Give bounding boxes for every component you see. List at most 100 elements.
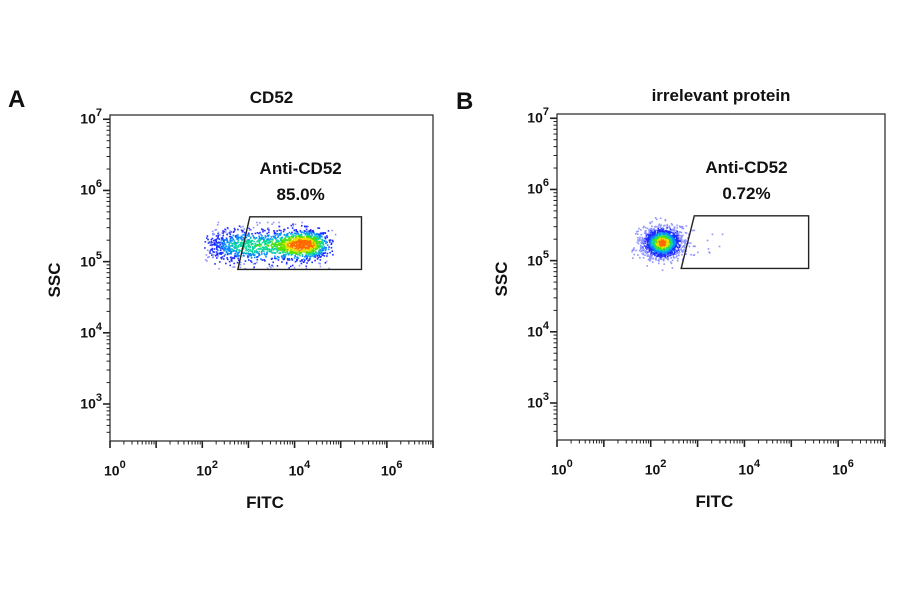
event-dot	[674, 249, 677, 251]
event-dot	[307, 254, 310, 257]
event-dot	[301, 255, 304, 258]
gate-percent: 0.72%	[722, 184, 771, 203]
event-dot	[316, 247, 318, 250]
event-dot	[310, 247, 312, 250]
event-dot	[676, 241, 679, 244]
event-dot	[661, 250, 664, 252]
event-dot	[306, 234, 308, 236]
event-dot	[645, 252, 648, 255]
event-dot	[221, 238, 224, 240]
event-dot	[239, 263, 242, 266]
event-dot	[284, 248, 287, 251]
event-dot	[676, 245, 678, 248]
event-dot	[236, 247, 238, 250]
event-dot	[217, 231, 220, 234]
event-dot	[276, 265, 279, 267]
event-dot	[666, 246, 669, 248]
event-dot	[268, 249, 271, 252]
event-dot	[310, 249, 313, 252]
event-dot	[229, 264, 232, 267]
event-dot	[307, 255, 309, 258]
event-dot	[644, 240, 646, 243]
event-dot	[664, 250, 667, 252]
event-dot	[632, 249, 635, 251]
event-dot	[323, 247, 325, 249]
event-dot	[673, 247, 676, 249]
event-dot	[649, 232, 651, 234]
event-dot	[223, 246, 226, 249]
event-dot	[266, 221, 269, 224]
event-dot	[258, 243, 261, 246]
event-dot	[645, 230, 647, 232]
y-tick-label: 104	[80, 320, 102, 341]
event-dot	[693, 254, 696, 256]
gate-polygon[interactable]	[236, 216, 363, 271]
event-dot	[656, 250, 658, 253]
event-dot	[647, 243, 650, 246]
event-dot	[639, 248, 642, 251]
event-dot	[205, 237, 208, 239]
event-dot	[304, 239, 306, 242]
event-dot	[291, 227, 294, 229]
event-dot	[316, 255, 319, 257]
event-dot	[280, 229, 282, 232]
event-dot	[237, 252, 239, 254]
gate-polygon[interactable]	[680, 215, 810, 270]
event-dot	[680, 238, 683, 241]
event-dot	[665, 227, 668, 230]
event-dot	[233, 241, 236, 244]
event-dot	[215, 251, 218, 253]
event-dot	[290, 257, 293, 260]
event-dot	[301, 246, 304, 248]
event-dot	[657, 227, 660, 230]
event-dot	[295, 240, 298, 243]
event-dot	[284, 247, 286, 249]
event-dot	[234, 245, 237, 247]
event-dot	[217, 249, 219, 252]
event-dot	[667, 248, 669, 251]
event-dot	[221, 252, 224, 254]
event-dot	[214, 239, 216, 242]
event-dot	[226, 258, 229, 261]
event-dot	[654, 236, 657, 239]
event-dot	[272, 265, 274, 268]
event-dot	[684, 242, 686, 245]
event-dot	[251, 250, 254, 252]
event-dot	[277, 247, 280, 249]
event-dot	[216, 243, 218, 246]
event-dot	[264, 242, 267, 245]
event-dot	[671, 242, 673, 245]
event-dot	[669, 239, 672, 242]
event-dot	[264, 237, 266, 239]
event-dot	[296, 243, 298, 246]
event-dot	[211, 241, 213, 244]
event-dot	[315, 252, 318, 255]
event-dot	[235, 251, 238, 253]
event-dot	[235, 243, 237, 246]
event-dot	[319, 245, 321, 248]
event-dot	[648, 231, 650, 233]
event-dot	[658, 255, 660, 257]
event-dot	[308, 257, 311, 260]
event-dot	[676, 234, 679, 237]
tick-exponent: 4	[95, 320, 102, 333]
event-dot	[294, 242, 296, 245]
event-dot	[676, 230, 679, 233]
event-dot	[247, 242, 249, 244]
event-dot	[318, 253, 320, 256]
event-dot	[287, 237, 290, 240]
event-dot	[314, 254, 316, 256]
event-dot	[647, 251, 650, 253]
event-dot	[661, 241, 663, 244]
event-dot	[682, 227, 685, 230]
x-tick-label: 100	[551, 458, 573, 478]
event-dot	[652, 257, 654, 260]
event-dot	[228, 250, 231, 252]
event-dot	[261, 235, 263, 237]
event-dot	[265, 235, 267, 238]
event-dot	[275, 257, 278, 260]
event-dot	[668, 252, 670, 254]
event-dot	[679, 237, 682, 240]
event-dot	[316, 242, 319, 245]
event-dot	[238, 251, 240, 254]
